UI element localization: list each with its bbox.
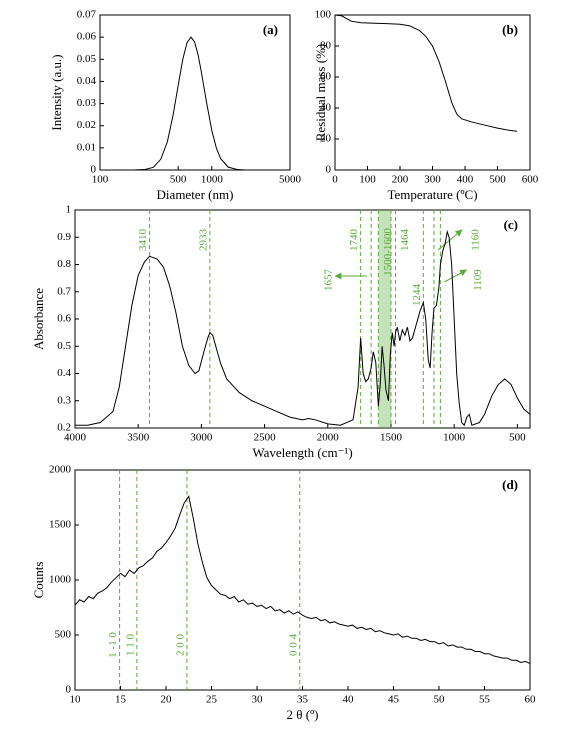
marker-label: 1464 [399,229,411,252]
panel-label: (a) [263,22,278,37]
data-line [334,14,518,132]
y-tick-label: 1500 [49,519,72,531]
x-tick-label: 20 [161,694,173,706]
plot-frame [334,14,531,171]
y-tick-label: 0.4 [57,367,71,379]
x-tick-label: 45 [388,694,400,706]
x-tick-label: 50 [434,694,446,706]
marker-arrow [444,269,468,283]
x-tick-label: 3500 [127,432,150,444]
data-line [74,495,531,665]
x-tick-label: 1000 [201,174,224,186]
x-tick-label: 500 [509,432,526,444]
y-tick-label: 0.02 [77,119,96,131]
y-tick-label: 0.04 [77,75,97,87]
y-tick-label: 40 [320,102,332,114]
data-line [75,229,531,427]
y-tick-label: 100 [315,9,332,21]
data-line [100,36,290,171]
x-tick-label: 2000 [317,432,340,444]
marker-label: 1160 [469,229,481,251]
marker-label: 1657 [323,269,335,292]
x-tick-label: 1000 [443,432,466,444]
y-tick-label: 0 [66,684,72,696]
x-tick-label: 200 [392,174,409,186]
y-tick-label: 0 [326,164,332,176]
marker-label: 2933 [197,229,209,252]
x-tick-label: 100 [92,174,109,186]
y-tick-label: 2000 [49,464,72,476]
x-tick-label: 300 [424,174,441,186]
y-axis-label: Intensity (a.u.) [49,54,64,130]
x-axis-label: Wavelength (cm⁻¹) [252,445,352,460]
x-axis-label: Temperature (ºC) [387,187,477,202]
y-axis-label: Absorbance [31,288,46,350]
y-tick-label: 0.03 [77,97,97,109]
x-tick-label: 10 [70,694,82,706]
x-axis-label: Diameter (nm) [157,187,234,202]
x-tick-label: 25 [206,694,218,706]
x-tick-label: 400 [457,174,474,186]
plot-frame [99,14,291,171]
y-tick-label: 0.3 [57,394,71,406]
x-tick-label: 55 [479,694,491,706]
plot-frame [74,469,531,691]
y-tick-label: 0.6 [57,313,71,325]
marker-label: 1500-1600 [382,228,394,276]
x-tick-label: 4000 [64,432,87,444]
y-tick-label: 0.01 [77,141,96,153]
y-tick-label: 0.9 [57,231,71,243]
x-tick-label: 600 [522,174,539,186]
marker-label: 0 0 4 [287,634,299,657]
marker-label: 2 0 0 [174,634,186,657]
marker-label: 1 -1 0 [107,632,119,658]
x-tick-label: 3000 [190,432,213,444]
x-tick-label: 500 [170,174,187,186]
marker-label: 1 1 0 [124,634,136,657]
y-tick-label: 0.7 [57,285,71,297]
x-tick-label: 100 [359,174,376,186]
y-tick-label: 500 [55,629,72,641]
panel-label: (d) [502,477,518,492]
y-tick-label: 60 [320,71,332,83]
x-tick-label: 35 [297,694,309,706]
panel-label: (b) [502,22,518,37]
marker-label: 1740 [348,229,360,252]
y-axis-label: Counts [31,562,46,599]
y-tick-label: 1 [66,204,72,216]
x-tick-label: 1500 [380,432,403,444]
panel-label: (c) [504,217,518,232]
y-tick-label: 80 [320,40,332,52]
y-tick-label: 0.05 [77,53,97,65]
y-tick-label: 0.8 [57,258,71,270]
y-tick-label: 0.5 [57,340,71,352]
x-tick-label: 30 [252,694,264,706]
marker-arrow [437,229,463,251]
marker-label: 3410 [137,229,149,252]
x-tick-label: 40 [343,694,355,706]
y-tick-label: 20 [320,133,332,145]
x-tick-label: 500 [489,174,506,186]
y-tick-label: 1000 [49,574,72,586]
y-tick-label: 0 [91,164,97,176]
y-tick-label: 0.06 [77,31,97,43]
y-axis-label: Residual mass (%) [313,44,328,141]
x-tick-label: 60 [525,694,537,706]
marker-label: 1244 [411,284,423,307]
x-axis-label: 2 θ (º) [287,707,319,722]
y-tick-label: 0.2 [57,422,71,434]
x-tick-label: 15 [115,694,127,706]
marker-label: 1109 [472,269,484,291]
marker-band [378,210,391,428]
x-tick-label: 0 [332,174,338,186]
x-tick-label: 2500 [254,432,277,444]
y-tick-label: 0.07 [77,9,97,21]
x-tick-label: 5000 [279,174,302,186]
